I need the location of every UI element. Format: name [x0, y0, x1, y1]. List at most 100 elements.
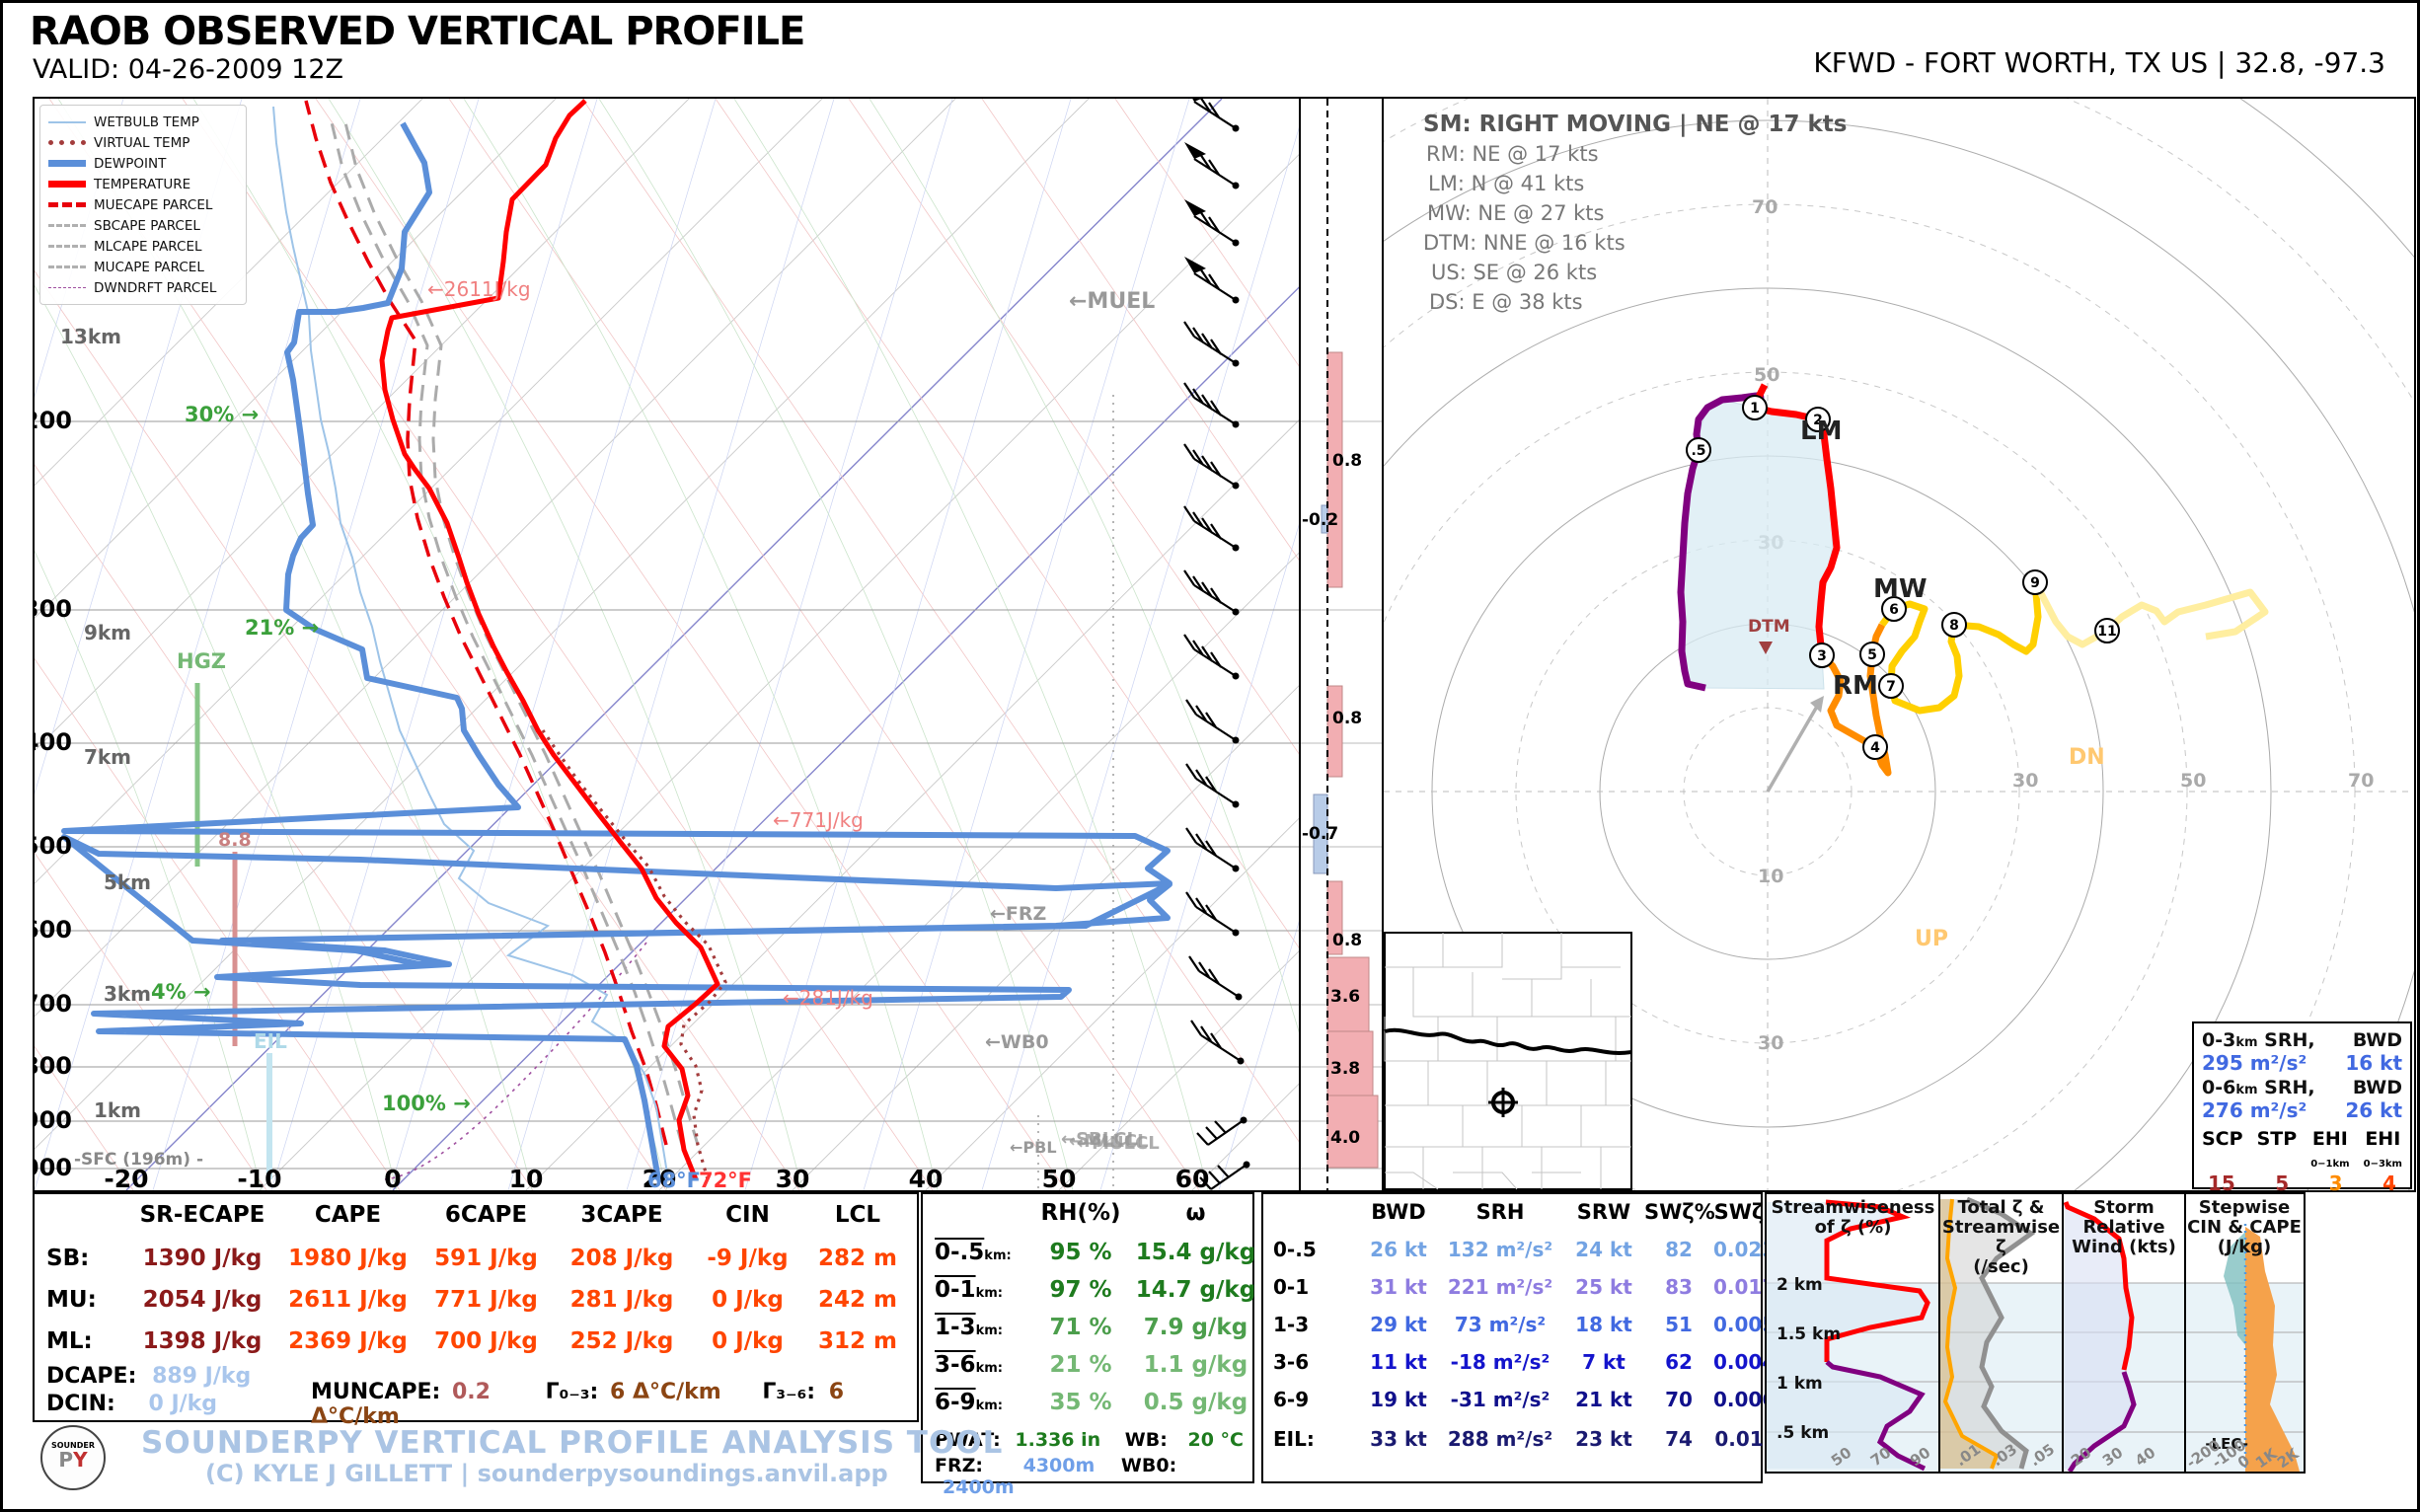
x-tick: 60: [1175, 1165, 1210, 1190]
x-tick: 40: [909, 1165, 944, 1190]
srh-summary-box: 0-3km SRH, BWD 295 m²/s² 16 kt 0-6km SRH,…: [2192, 1021, 2412, 1195]
pressure-tick: 200: [35, 407, 72, 434]
legend-label: VIRTUAL TEMP: [94, 134, 190, 151]
table-row: 0-.5km: 95 % 15.4 g/kg: [935, 1240, 1256, 1265]
temperature-line: [379, 99, 720, 1180]
valid-time: VALID: 04-26-2009 12Z: [33, 54, 344, 85]
mixing-header: ω: [1185, 1200, 1206, 1226]
dwndrft-parcel-line: [384, 942, 647, 1180]
panel1-title: Streamwiseness of ζ (%): [1771, 1197, 1935, 1238]
ring-label: 50: [1754, 364, 1779, 386]
svg-text:8: 8: [1949, 618, 1959, 634]
state-border-river: [1384, 1027, 1632, 1055]
height-label: 7km: [84, 745, 131, 769]
lm-marker-label: LM: [1800, 416, 1842, 446]
zeta-curves: [1939, 1196, 2036, 1470]
height-label: 5km: [104, 870, 151, 894]
legend-label: MLCAPE PARCEL: [94, 238, 202, 255]
lapse-3-6-value: 6 Δ°C/km: [311, 1380, 845, 1429]
frz-label: ←FRZ: [990, 903, 1046, 925]
rh-table: RH(%) ω 0-.5km: 95 % 15.4 g/kg 0-1km: 97…: [921, 1192, 1256, 1498]
legend-item: DWNDRFT PARCEL: [48, 277, 238, 298]
height-label: 1.5 km: [1777, 1324, 1841, 1344]
footer-title: SOUNDERPY VERTICAL PROFILE ANALYSIS TOOL: [141, 1425, 1004, 1461]
legend-label: WETBULB TEMP: [94, 113, 199, 130]
cincape-shapes: [2224, 1224, 2300, 1472]
table-row: EIL: 33 kt 288 m²/s² 23 kt 74 0.01: [1273, 1427, 1764, 1451]
col-header: CIN: [725, 1202, 770, 1228]
hodo-trace-9km-plus: [2031, 580, 2269, 648]
composite-headers: SCP STP EHI 0−1km EHI 0−3km: [2202, 1128, 2402, 1170]
srh-0-6-header: 0-6km SRH, BWD: [2202, 1077, 2402, 1098]
pressure-tick: 700: [35, 990, 72, 1018]
ring-label: 70: [1752, 196, 1777, 218]
ds-text: DS: E @ 38 kts: [1429, 290, 1583, 314]
srh-0-3-values: 295 m²/s² 16 kt: [2202, 1051, 2402, 1075]
vv-value: 0.8: [1332, 931, 1362, 950]
pressure-tick: 600: [35, 916, 72, 944]
ring-label: 50: [2180, 770, 2206, 792]
svg-text:3: 3: [1817, 648, 1827, 664]
thermo-table: SR-ECAPE CAPE 6CAPE 3CAPE CIN LCL SB: 13…: [33, 1192, 919, 1429]
height-label: 1 km: [1777, 1374, 1823, 1394]
lapse-label: 8.8: [218, 829, 252, 851]
hgz-label: HGZ: [177, 649, 226, 673]
srh-0-3-header: 0-3km SRH, BWD: [2202, 1029, 2402, 1051]
isotherm-0c-lines: [125, 98, 1489, 1191]
motion-list: RM: NE @ 17 kts LM: N @ 41 kts MW: NE @ …: [1423, 142, 1626, 314]
pwat-row: PWAT: 1.336 in WB: 20 °C: [935, 1429, 1244, 1451]
table-row: 6-9km: 35 % 0.5 g/kg: [935, 1390, 1248, 1415]
height-label: .5 km: [1777, 1423, 1829, 1443]
pbl-label: ←PBL: [1010, 1138, 1057, 1157]
svg-text:30: 30: [2099, 1444, 2126, 1471]
rm-text: RM: NE @ 17 kts: [1426, 142, 1599, 166]
legend-label: DWNDRFT PARCEL: [94, 279, 217, 296]
hodo-ring-labels: 30 50 70 10 30 30 50 70: [1752, 196, 2374, 1054]
muncape-value: 0.2: [451, 1380, 491, 1404]
kinematics-table: BWD SRH SRW SWζ% SWζ 0-.5 26 kt 132 m²/s² 2…: [1261, 1192, 1777, 1483]
legend-item: WETBULB TEMP: [48, 112, 238, 132]
table-row: 1-3km: 71 % 7.9 g/kg: [935, 1315, 1248, 1340]
lec-label: -LEC-: [2205, 1435, 2248, 1453]
pressure-tick: 400: [35, 728, 72, 756]
streamwiseness-curves: [1767, 1199, 1930, 1472]
svg-text:9: 9: [2030, 575, 2040, 591]
mlcape-swatch: [48, 245, 86, 248]
panel2-title: Total ζ & Streamwise ζ (/sec): [1941, 1197, 2061, 1277]
wb0-value: 2400m: [943, 1476, 1015, 1498]
mw-text: MW: NE @ 27 kts: [1427, 201, 1604, 225]
mu-parcel-line: [329, 117, 684, 1146]
vv-value: 3.6: [1330, 987, 1360, 1007]
storm-motion-arrow: [1766, 704, 1820, 793]
height-label: 2 km: [1777, 1275, 1823, 1295]
footer-credit: (C) KYLE J GILLETT | sounderpysoundings.…: [205, 1460, 888, 1487]
table-row: 3-6 11 kt -18 m²/s² 7 kt 62 0.004: [1273, 1350, 1777, 1374]
svg-text:.05: .05: [2026, 1440, 2058, 1470]
vv-value: 0.8: [1332, 451, 1362, 471]
muel-label: ←MUEL: [1069, 289, 1155, 314]
pressure-tick: 300: [35, 595, 72, 623]
hodograph-panel: 30 50 70 10 30 30 50 70 .5 1 2 3 4 5 6 7: [928, 3, 2417, 1509]
svg-text:5: 5: [1867, 647, 1877, 663]
height-label: 3km: [104, 982, 151, 1006]
table-row: MU: 2054 J/kg 2611 J/kg 771 J/kg 281 J/k…: [46, 1287, 897, 1313]
dtm-marker: [1759, 642, 1773, 654]
height-label: 1km: [94, 1098, 141, 1122]
svg-text:1: 1: [1750, 401, 1760, 416]
dtm-label: DTM: [1748, 617, 1790, 637]
wetbulb-swatch: [48, 120, 86, 123]
rh-annotations: 30% → 21% → 4% → 100% → HGZ: [151, 403, 471, 1115]
dewpoint-line: [61, 121, 1172, 1180]
mw-marker-label: MW: [1873, 574, 1928, 604]
legend-item: MLCAPE PARCEL: [48, 236, 238, 257]
sfc-label: -SFC (196m) -: [74, 1150, 203, 1170]
col-header: 3CAPE: [580, 1202, 663, 1228]
panel4-title: Stepwise CIN & CAPE (J/kg): [2187, 1197, 2302, 1257]
svg-text:7: 7: [1886, 679, 1896, 695]
legend-item: MUECAPE PARCEL: [48, 194, 238, 215]
wind-barbs: [1182, 83, 1251, 1191]
ring-label: 30: [1758, 1032, 1783, 1054]
